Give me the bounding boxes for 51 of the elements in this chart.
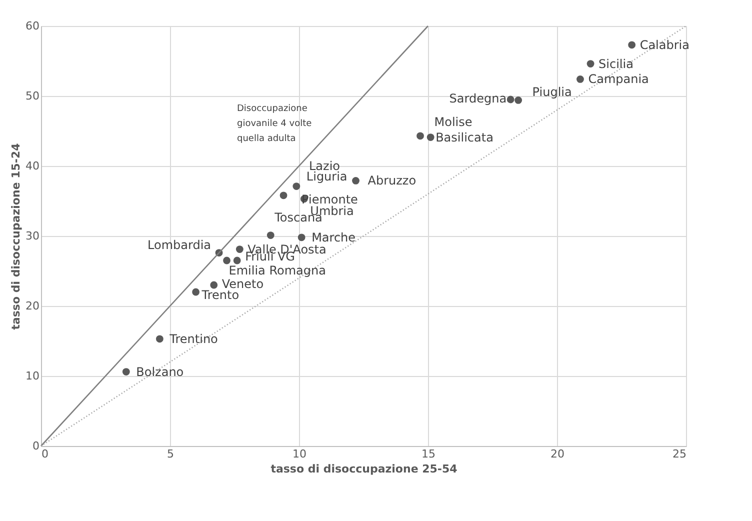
point: [280, 192, 288, 200]
point: [576, 76, 584, 83]
y-tick-label: 10: [26, 370, 40, 382]
annotation: Abruzzo: [368, 174, 416, 188]
annotation: Marche: [312, 230, 356, 244]
point: [506, 96, 514, 104]
annotation: Veneto: [222, 277, 264, 291]
point: [352, 177, 360, 184]
y-tick-label: 0: [32, 440, 40, 452]
y-tick-label: 40: [26, 160, 40, 172]
point: [586, 60, 594, 68]
x-tick-label: 20: [550, 448, 564, 460]
point: [298, 234, 306, 242]
point: [122, 368, 130, 376]
y-tick-label: 30: [26, 230, 40, 242]
annotation: Lombardia: [148, 238, 212, 252]
y-tick-label: 60: [26, 20, 40, 32]
point: [292, 182, 300, 190]
point: [266, 232, 274, 239]
point: [156, 335, 164, 343]
y-tick-label: 20: [26, 300, 40, 312]
x-tick-label: 15: [422, 448, 436, 460]
point: [223, 256, 230, 264]
annotation: Trentino: [168, 332, 218, 346]
annotation: Disoccupazione giovanile 4 volte quella adulta: [237, 104, 312, 144]
point: [514, 96, 522, 104]
point: [236, 246, 244, 253]
point: [192, 288, 200, 296]
x-tick-label: 0: [42, 448, 48, 460]
annotation: Bolzano: [136, 364, 184, 379]
annotation: Campania: [588, 72, 649, 86]
annotation: Trento: [200, 288, 240, 302]
point: [233, 256, 241, 264]
y-axis-title: tasso di disoccupazione 15-24: [10, 142, 23, 330]
x-tick-label: 25: [672, 448, 686, 460]
annotation: Piuglia: [532, 85, 572, 100]
annotation: Calabria: [640, 38, 690, 52]
point: [210, 281, 218, 289]
annotation: Molise: [434, 114, 472, 129]
annotation: Basilicata: [436, 130, 494, 144]
x-axis-title: tasso di disoccupazione 25-54: [270, 462, 458, 476]
y-tick-label: 50: [26, 90, 40, 102]
annotation: Sardegna: [449, 92, 507, 106]
point: [426, 134, 434, 141]
x-tick-label: 10: [292, 448, 306, 460]
annotation: Sicilia: [598, 56, 634, 71]
annotation: Liguria: [306, 169, 348, 184]
x-tick-label: 5: [167, 448, 174, 460]
point: [416, 132, 424, 140]
point: [628, 41, 636, 49]
annotation: Emilia Romagna: [228, 264, 326, 278]
